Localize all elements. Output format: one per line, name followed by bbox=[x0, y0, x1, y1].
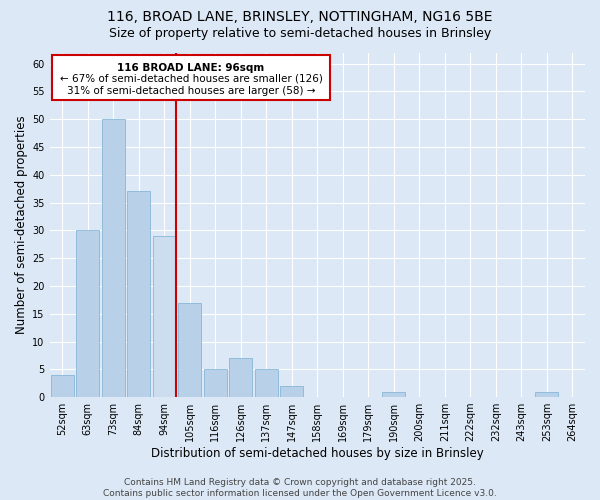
Text: ← 67% of semi-detached houses are smaller (126): ← 67% of semi-detached houses are smalle… bbox=[59, 74, 322, 84]
Bar bbox=[51, 375, 74, 397]
Bar bbox=[382, 392, 405, 397]
Bar bbox=[280, 386, 303, 397]
Text: 31% of semi-detached houses are larger (58) →: 31% of semi-detached houses are larger (… bbox=[67, 86, 315, 96]
Bar bbox=[102, 119, 125, 397]
Text: 116, BROAD LANE, BRINSLEY, NOTTINGHAM, NG16 5BE: 116, BROAD LANE, BRINSLEY, NOTTINGHAM, N… bbox=[107, 10, 493, 24]
Text: 116 BROAD LANE: 96sqm: 116 BROAD LANE: 96sqm bbox=[118, 62, 265, 72]
X-axis label: Distribution of semi-detached houses by size in Brinsley: Distribution of semi-detached houses by … bbox=[151, 447, 484, 460]
Bar bbox=[178, 302, 201, 397]
Bar bbox=[127, 192, 150, 397]
Bar bbox=[204, 370, 227, 397]
Bar bbox=[535, 392, 558, 397]
Bar bbox=[255, 370, 278, 397]
FancyBboxPatch shape bbox=[52, 56, 330, 100]
Bar bbox=[76, 230, 99, 397]
Y-axis label: Number of semi-detached properties: Number of semi-detached properties bbox=[15, 116, 28, 334]
Text: Contains HM Land Registry data © Crown copyright and database right 2025.
Contai: Contains HM Land Registry data © Crown c… bbox=[103, 478, 497, 498]
Text: Size of property relative to semi-detached houses in Brinsley: Size of property relative to semi-detach… bbox=[109, 28, 491, 40]
Bar bbox=[229, 358, 252, 397]
Bar bbox=[153, 236, 176, 397]
